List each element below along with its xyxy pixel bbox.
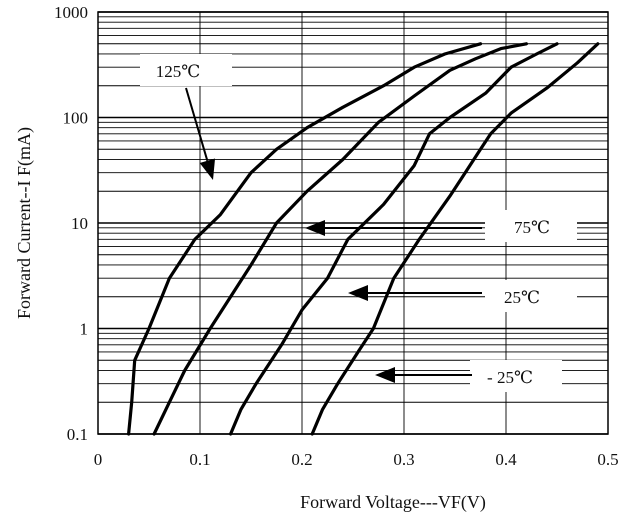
y-tick-label: 0.1	[67, 425, 88, 444]
y-tick-label: 1000	[54, 3, 88, 22]
x-tick-label: 0.3	[393, 450, 414, 469]
x-tick-labels: 0 0.1 0.2 0.3 0.4 0.5	[94, 450, 619, 469]
callout-arrow-head	[375, 367, 395, 383]
x-tick-label: 0.2	[291, 450, 312, 469]
series-label: 125℃	[156, 62, 201, 81]
series-label: 75℃	[514, 218, 550, 237]
y-axis-title: Forward Current--I F(mA)	[14, 127, 35, 319]
y-tick-label: 100	[63, 109, 89, 128]
x-tick-label: 0.5	[597, 450, 618, 469]
y-tick-labels: 0.1 1 10 100 1000	[54, 3, 88, 444]
x-tick-label: 0	[94, 450, 103, 469]
callout-arrow-line	[186, 88, 207, 161]
x-tick-label: 0.4	[495, 450, 517, 469]
x-axis-title: Forward Voltage---VF(V)	[300, 492, 486, 513]
y-tick-label: 1	[80, 320, 89, 339]
callout-arrow-head	[348, 285, 368, 301]
x-tick-label: 0.1	[189, 450, 210, 469]
series-label: - 25℃	[487, 368, 533, 387]
callout-arrow-head	[200, 159, 215, 180]
y-tick-label: 10	[71, 214, 88, 233]
series-label: 25℃	[504, 288, 540, 307]
